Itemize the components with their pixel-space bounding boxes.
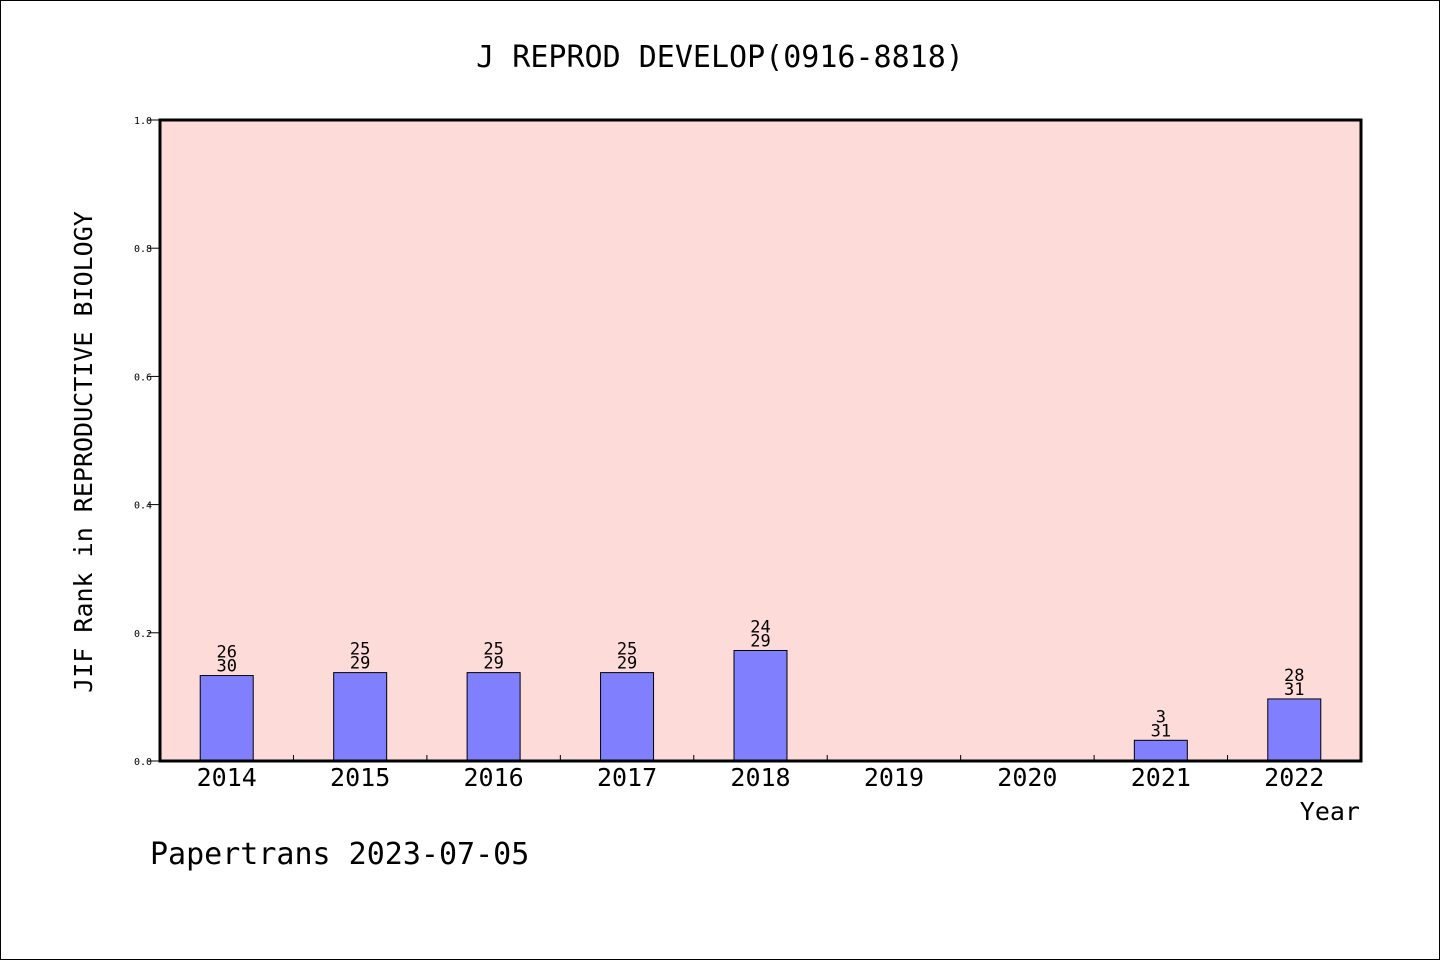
total-label: 31 bbox=[1151, 721, 1171, 741]
plot-border bbox=[158, 118, 1363, 763]
x-tick-label: 2020 bbox=[997, 763, 1057, 792]
y-tick-label: 0.4 bbox=[134, 501, 152, 512]
bar bbox=[466, 672, 521, 762]
rank-label: 26 bbox=[216, 643, 236, 663]
y-tick-label: 0.2 bbox=[134, 629, 152, 640]
rank-label: 3 bbox=[1156, 707, 1166, 727]
x-tick-label: 2017 bbox=[597, 763, 657, 792]
footer-text: Papertrans 2023-07-05 bbox=[150, 837, 529, 872]
total-label: 30 bbox=[216, 657, 236, 677]
bar bbox=[1133, 739, 1188, 762]
total-label: 29 bbox=[483, 654, 503, 674]
rank-label: 24 bbox=[750, 617, 770, 637]
rank-label: 25 bbox=[483, 640, 503, 660]
x-tick-label: 2021 bbox=[1131, 763, 1191, 792]
y-axis-label: JIF Rank in REPRODUCTIVE BIOLOGY bbox=[69, 211, 98, 693]
y-tick-label: 0.0 bbox=[134, 757, 152, 768]
x-tick-label: 2015 bbox=[330, 763, 390, 792]
chart-title: J REPROD DEVELOP(0916-8818) bbox=[476, 40, 964, 75]
rank-label: 25 bbox=[350, 640, 370, 660]
bar bbox=[1267, 698, 1322, 762]
rank-label: 28 bbox=[1284, 666, 1304, 686]
x-axis-label: Year bbox=[1300, 797, 1360, 826]
bar bbox=[333, 672, 388, 762]
total-label: 29 bbox=[350, 654, 370, 674]
rank-label: 25 bbox=[617, 640, 637, 660]
x-tick-label: 2016 bbox=[464, 763, 524, 792]
x-tick-label: 2019 bbox=[864, 763, 924, 792]
bar bbox=[733, 649, 788, 762]
total-label: 31 bbox=[1284, 680, 1304, 700]
bar bbox=[600, 672, 655, 762]
x-tick-label: 2014 bbox=[197, 763, 257, 792]
total-label: 29 bbox=[617, 654, 637, 674]
x-tick-label: 2022 bbox=[1264, 763, 1324, 792]
total-label: 29 bbox=[750, 631, 770, 651]
y-tick-label: 1.0 bbox=[134, 116, 152, 127]
bar bbox=[199, 675, 254, 762]
y-tick-label: 0.8 bbox=[134, 244, 152, 255]
x-tick-label: 2018 bbox=[730, 763, 790, 792]
y-tick-label: 0.6 bbox=[134, 372, 152, 383]
